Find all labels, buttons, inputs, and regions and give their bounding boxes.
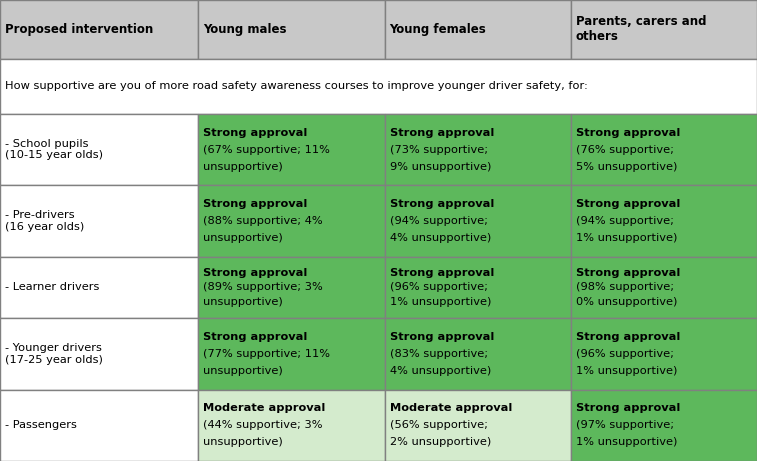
Bar (198, 390, 385, 461)
Text: 9% unsupportive): 9% unsupportive) (390, 161, 491, 171)
Bar (571, 114, 757, 185)
Text: Moderate approval: Moderate approval (204, 403, 326, 414)
Text: 5% unsupportive): 5% unsupportive) (576, 161, 678, 171)
Text: 0% unsupportive): 0% unsupportive) (576, 297, 678, 307)
Text: - Learner drivers: - Learner drivers (5, 283, 99, 292)
Bar (198, 0, 385, 59)
Text: (44% supportive; 3%: (44% supportive; 3% (204, 420, 322, 430)
Bar (0, 0, 198, 59)
Text: unsupportive): unsupportive) (204, 366, 283, 376)
Text: (76% supportive;: (76% supportive; (576, 145, 674, 154)
Text: Strong approval: Strong approval (576, 403, 680, 414)
Text: Strong approval: Strong approval (204, 128, 307, 137)
Text: - Younger drivers
(17-25 year olds): - Younger drivers (17-25 year olds) (5, 343, 103, 365)
Text: - Passengers: - Passengers (5, 420, 77, 430)
Bar (198, 114, 385, 185)
Bar (385, 185, 571, 257)
Text: Strong approval: Strong approval (204, 268, 307, 278)
Text: Strong approval: Strong approval (204, 199, 307, 209)
Bar (385, 257, 571, 319)
Text: - Pre-drivers
(16 year olds): - Pre-drivers (16 year olds) (5, 210, 84, 232)
Text: Young females: Young females (390, 23, 486, 36)
Text: Proposed intervention: Proposed intervention (5, 23, 153, 36)
Text: 1% unsupportive): 1% unsupportive) (576, 366, 678, 376)
Text: Strong approval: Strong approval (576, 268, 680, 278)
Text: 2% unsupportive): 2% unsupportive) (390, 437, 491, 447)
Bar (198, 185, 385, 257)
Bar (571, 0, 757, 59)
Bar (0, 390, 198, 461)
Text: Strong approval: Strong approval (390, 128, 494, 137)
Text: unsupportive): unsupportive) (204, 297, 283, 307)
Text: (94% supportive;: (94% supportive; (576, 216, 674, 226)
Text: 1% unsupportive): 1% unsupportive) (576, 437, 678, 447)
Text: 1% unsupportive): 1% unsupportive) (390, 297, 491, 307)
Bar (571, 185, 757, 257)
Text: - School pupils
(10-15 year olds): - School pupils (10-15 year olds) (5, 139, 103, 160)
Text: (98% supportive;: (98% supportive; (576, 283, 674, 292)
Bar (385, 0, 571, 59)
Text: Strong approval: Strong approval (576, 128, 680, 137)
Bar (0, 59, 757, 114)
Text: (77% supportive; 11%: (77% supportive; 11% (204, 349, 330, 359)
Text: (94% supportive;: (94% supportive; (390, 216, 488, 226)
Bar (0, 185, 198, 257)
Bar (0, 319, 198, 390)
Text: 1% unsupportive): 1% unsupportive) (576, 233, 678, 243)
Text: unsupportive): unsupportive) (204, 437, 283, 447)
Bar (0, 257, 198, 319)
Text: (73% supportive;: (73% supportive; (390, 145, 488, 154)
Bar (385, 390, 571, 461)
Bar (571, 319, 757, 390)
Text: 4% unsupportive): 4% unsupportive) (390, 233, 491, 243)
Text: Young males: Young males (204, 23, 287, 36)
Text: Strong approval: Strong approval (204, 332, 307, 342)
Text: Moderate approval: Moderate approval (390, 403, 512, 414)
Text: (83% supportive;: (83% supportive; (390, 349, 488, 359)
Text: (96% supportive;: (96% supportive; (390, 283, 488, 292)
Text: (97% supportive;: (97% supportive; (576, 420, 674, 430)
Text: (56% supportive;: (56% supportive; (390, 420, 488, 430)
Text: Strong approval: Strong approval (390, 199, 494, 209)
Text: (96% supportive;: (96% supportive; (576, 349, 674, 359)
Text: (67% supportive; 11%: (67% supportive; 11% (204, 145, 330, 154)
Bar (198, 257, 385, 319)
Bar (0, 114, 198, 185)
Text: Strong approval: Strong approval (576, 199, 680, 209)
Text: 4% unsupportive): 4% unsupportive) (390, 366, 491, 376)
Text: (88% supportive; 4%: (88% supportive; 4% (204, 216, 323, 226)
Text: Strong approval: Strong approval (390, 268, 494, 278)
Text: Strong approval: Strong approval (390, 332, 494, 342)
Bar (385, 319, 571, 390)
Bar (198, 319, 385, 390)
Text: Parents, carers and
others: Parents, carers and others (576, 15, 706, 43)
Text: (89% supportive; 3%: (89% supportive; 3% (204, 283, 323, 292)
Bar (571, 390, 757, 461)
Text: How supportive are you of more road safety awareness courses to improve younger : How supportive are you of more road safe… (5, 81, 588, 91)
Text: unsupportive): unsupportive) (204, 161, 283, 171)
Bar (571, 257, 757, 319)
Bar (385, 114, 571, 185)
Text: Strong approval: Strong approval (576, 332, 680, 342)
Text: unsupportive): unsupportive) (204, 233, 283, 243)
